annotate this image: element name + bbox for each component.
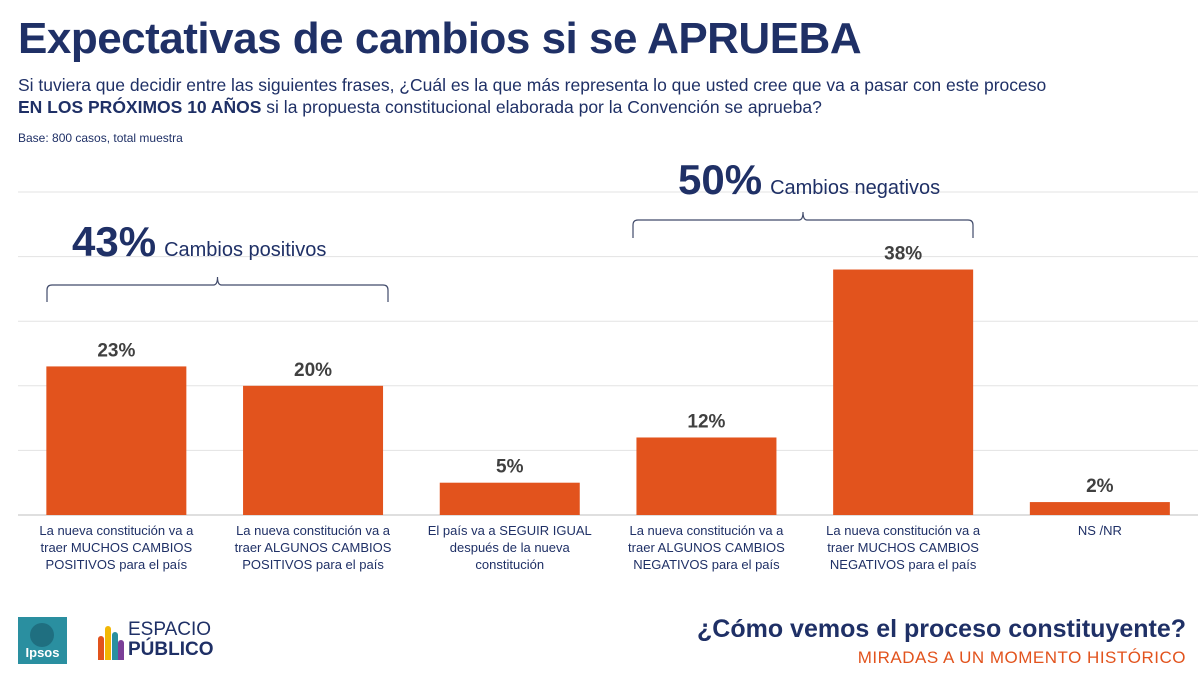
ipsos-logo-text: Ipsos (25, 645, 60, 660)
category-label: La nueva constitución va a traer ALGUNOS… (234, 523, 392, 572)
base-note: Base: 800 casos, total muestra (18, 131, 183, 145)
espacio-publico-line2: PÚBLICO (128, 639, 214, 660)
bar-value-label: 12% (687, 411, 725, 432)
page-title: Expectativas de cambios si se APRUEBA (18, 14, 862, 63)
group-negative-text: Cambios negativos (770, 177, 941, 199)
question-rest: si la propuesta constitucional elaborada… (261, 97, 822, 117)
bar (243, 385, 384, 515)
bar-value-label: 5% (496, 457, 524, 478)
bar-value-label: 2% (1086, 476, 1114, 497)
bar (833, 269, 974, 515)
espacio-publico-logo: ESPACIO PÚBLICO (98, 620, 214, 660)
question-bold: EN LOS PRÓXIMOS 10 AÑOS (18, 97, 262, 117)
ipsos-mark-icon (30, 623, 54, 647)
bar (636, 437, 777, 515)
category-label: NS /NR (1077, 523, 1122, 538)
bar-value-label: 20% (294, 360, 332, 381)
group-positive-text: Cambios positivos (164, 239, 327, 261)
bar (1029, 502, 1170, 515)
bar-value-label: 23% (97, 340, 135, 361)
footer-subtitle: MIRADAS A UN MOMENTO HISTÓRICO (857, 648, 1186, 667)
question-text: Si tuviera que decidir entre las siguien… (18, 74, 1178, 118)
category-label: El país va a SEGUIR IGUAL después de la … (427, 523, 592, 572)
bar (439, 482, 580, 515)
group-negative-pct: 50% (678, 156, 763, 203)
category-label: La nueva constitución va a traer MUCHOS … (39, 523, 194, 572)
footer-title: ¿Cómo vemos el proceso constituyente? (697, 615, 1186, 643)
group-brace (632, 211, 974, 238)
bar-value-label: 38% (884, 244, 922, 265)
question-line1: Si tuviera que decidir entre las siguien… (18, 75, 1047, 95)
bar-chart: 23% 20% 5% 12% 38% 2% (18, 191, 1198, 516)
category-label: La nueva constitución va a traer MUCHOS … (826, 523, 981, 572)
category-label: La nueva constitución va a traer ALGUNOS… (628, 523, 785, 572)
bar (46, 366, 187, 515)
group-positive-pct: 43% (72, 218, 157, 265)
group-negative-label: 50% Cambios negativos (678, 156, 940, 204)
espacio-publico-icon (98, 620, 124, 660)
group-brace (46, 276, 389, 302)
group-positive-label: 43% Cambios positivos (72, 218, 326, 266)
ipsos-logo: Ipsos (18, 617, 67, 664)
espacio-publico-line1: ESPACIO (128, 619, 212, 640)
